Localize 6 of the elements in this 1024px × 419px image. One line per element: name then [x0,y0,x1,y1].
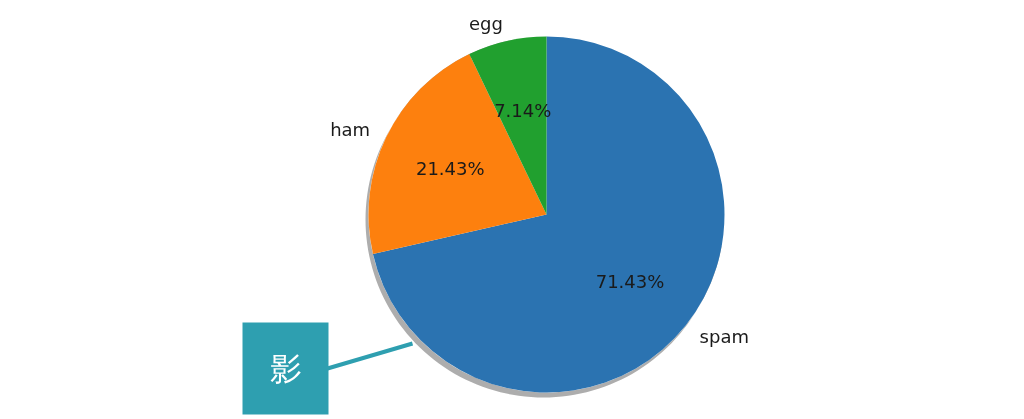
data-label: 71.43% [595,270,665,292]
slice-label: egg [469,13,503,35]
text: 影 [269,349,302,388]
slice-label: spam [699,326,749,348]
slice-label: ham [330,119,371,141]
data-label: 21.43% [415,157,485,179]
